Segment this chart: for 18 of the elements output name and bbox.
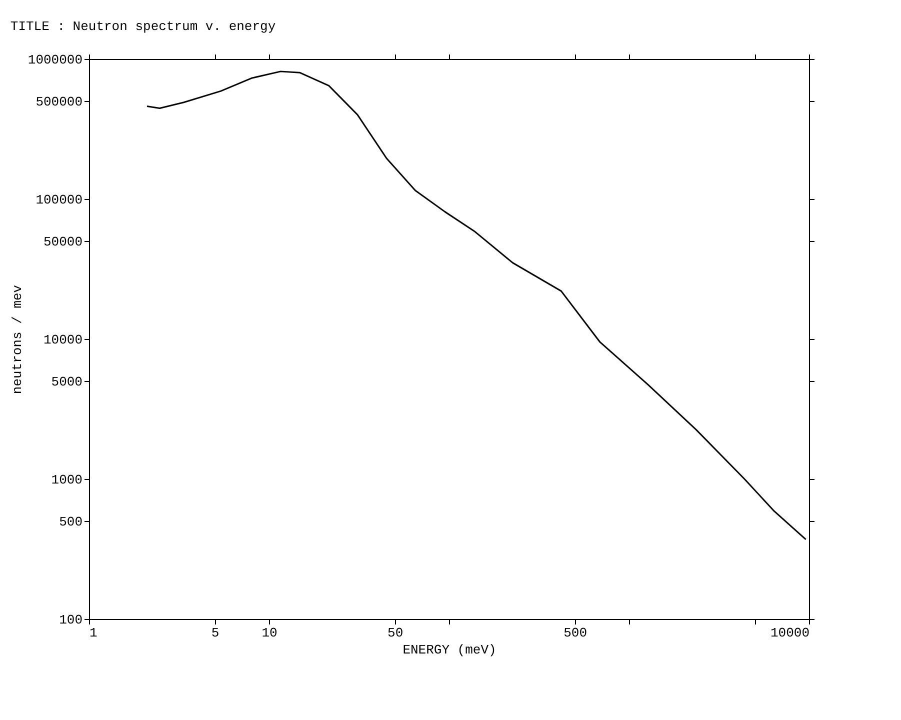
x-tick-label: 10 [262, 626, 278, 640]
x-tick-label: 5 [211, 626, 220, 640]
y-tick-label: 500 [59, 514, 82, 530]
y-tick-label: 1000 [51, 472, 82, 488]
y-tick-label: 5000 [51, 374, 82, 390]
x-tick-label: 10000 [770, 626, 810, 640]
x-tick-label: 1 [90, 626, 98, 640]
y-tick-label: 100 [59, 612, 82, 628]
y-tick-label: 100000 [36, 192, 82, 208]
y-tick-label: 50000 [43, 234, 82, 250]
x-tick-label: 50 [388, 626, 404, 640]
y-tick-label: 1000000 [28, 52, 82, 68]
x-tick-label: 500 [564, 626, 588, 640]
y-axis-title: neutrons / mev [10, 284, 25, 394]
y-tick-label: 500000 [36, 94, 82, 110]
chart-title: TITLE : Neutron spectrum v. energy [10, 19, 276, 34]
y-tick-label: 10000 [43, 332, 82, 348]
x-axis-title: ENERGY (meV) [402, 642, 496, 658]
